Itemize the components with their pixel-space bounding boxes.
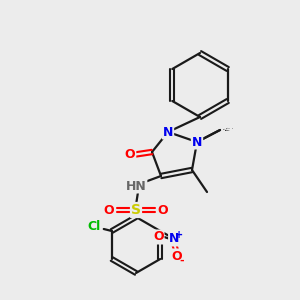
Text: -: - xyxy=(179,256,184,266)
Text: N: N xyxy=(163,125,173,139)
Text: methyl: methyl xyxy=(223,129,228,130)
Text: Cl: Cl xyxy=(87,220,101,233)
Text: O: O xyxy=(153,230,164,244)
Text: +: + xyxy=(175,230,183,240)
Text: methyl: methyl xyxy=(226,128,231,129)
Text: N: N xyxy=(169,232,179,245)
Text: S: S xyxy=(131,203,141,217)
Text: O: O xyxy=(104,203,114,217)
Text: O: O xyxy=(158,203,168,217)
Text: CH₃: CH₃ xyxy=(232,128,235,129)
Text: O: O xyxy=(171,250,181,262)
Text: N: N xyxy=(192,136,202,148)
Text: methyl: methyl xyxy=(225,129,231,130)
Text: HN: HN xyxy=(126,179,146,193)
Text: O: O xyxy=(125,148,135,160)
